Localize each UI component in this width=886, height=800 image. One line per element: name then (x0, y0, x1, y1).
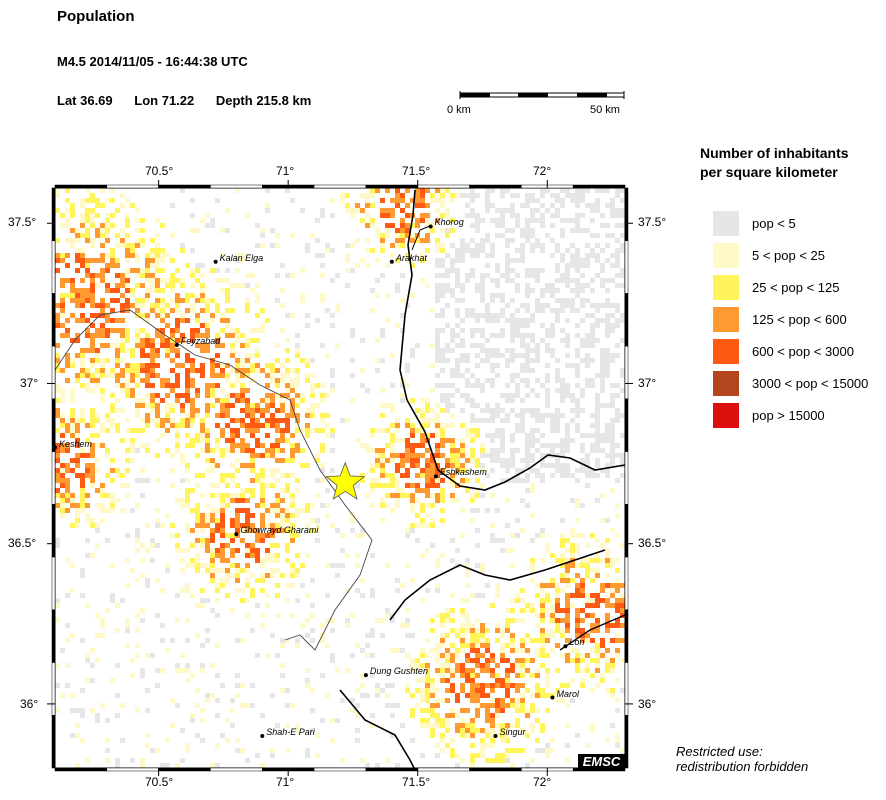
lat-tick-right-37-5: 37.5° (638, 215, 667, 229)
city-markers (53, 224, 568, 738)
location-info: Lat 36.69 Lon 71.22 Depth 215.8 km (57, 93, 329, 108)
legend-swatch (713, 275, 739, 300)
lon-tick-top-72: 72° (533, 164, 552, 178)
map-frame-ticks (47, 180, 633, 776)
city-label: Lon (569, 637, 585, 648)
city-marker-icon (428, 224, 433, 229)
legend-title: Number of inhabitants per square kilomet… (700, 144, 880, 182)
scale-bar: 0 km 50 km (440, 88, 640, 128)
legend-label: pop > 15000 (752, 408, 825, 423)
legend-swatch (713, 307, 739, 332)
city-label: Singur (499, 726, 526, 737)
map-title: Population (57, 8, 135, 25)
legend-title-line2: per square kilometer (700, 164, 838, 180)
usage-notice-line1: Restricted use: (676, 744, 763, 759)
event-info: M4.5 2014/11/05 - 16:44:38 UTC (57, 54, 248, 69)
city-marker-icon (493, 733, 498, 738)
legend-label: 25 < pop < 125 (752, 280, 840, 295)
scale-start-label: 0 km (447, 104, 471, 116)
legend-label: pop < 5 (752, 216, 796, 231)
legend-label: 3000 < pop < 15000 (752, 376, 869, 391)
legend-label: 125 < pop < 600 (752, 312, 847, 327)
lat-tick-right-36: 36° (638, 697, 657, 711)
city-label: Marol (556, 688, 579, 699)
emsc-logo: EMSC (578, 754, 625, 770)
lon-tick-bottom-72: 72° (533, 775, 552, 789)
legend-swatch (713, 339, 739, 364)
latitude-value: Lat 36.69 (57, 93, 113, 108)
longitude-value: Lon 71.22 (134, 93, 195, 108)
lon-tick-bottom-71: 71° (276, 775, 295, 789)
usage-notice-line2: redistribution forbidden (676, 759, 809, 774)
city-marker-icon (174, 343, 179, 348)
lon-tick-bottom-70-5: 70.5° (145, 775, 174, 789)
legend-label: 5 < pop < 25 (752, 248, 826, 263)
usage-notice: Restricted use: redistribution forbidden (676, 744, 808, 774)
lat-tick-right-37: 37° (638, 376, 657, 390)
legend-label: 600 < pop < 3000 (752, 344, 854, 359)
lat-tick-left-37: 37° (20, 376, 39, 390)
legend-swatch (713, 371, 739, 396)
legend-swatch (713, 243, 739, 268)
city-marker-icon (389, 259, 394, 264)
lat-tick-right-36-5: 36.5° (638, 536, 667, 550)
legend-swatch (713, 211, 739, 236)
lon-tick-bottom-71-5: 71.5° (402, 775, 431, 789)
city-label: Ghowrayd Gharami (240, 525, 319, 536)
scale-bar-graphic (459, 91, 625, 99)
city-label: Shah-E Pari (266, 726, 315, 737)
lat-tick-left-36: 36° (20, 697, 39, 711)
scale-end-label: 50 km (590, 104, 620, 116)
city-marker-icon (53, 445, 57, 450)
borders-and-rivers (55, 189, 625, 768)
city-label: Feyzabad (180, 336, 221, 347)
city-marker-icon (433, 474, 438, 479)
city-marker-icon (550, 695, 555, 700)
lon-tick-top-71-5: 71.5° (402, 164, 431, 178)
city-label: Keshem (59, 438, 93, 449)
lon-tick-top-71: 71° (276, 164, 295, 178)
epicenter-star-icon[interactable] (325, 461, 366, 500)
legend-swatch (713, 403, 739, 428)
city-marker-icon (234, 532, 239, 537)
depth-value: Depth 215.8 km (215, 93, 312, 108)
lat-tick-left-37-5: 37.5° (8, 215, 37, 229)
lat-tick-left-36-5: 36.5° (8, 536, 37, 550)
city-marker-icon (363, 673, 368, 678)
city-label: Kalan Elga (219, 252, 264, 263)
city-marker-icon (260, 733, 265, 738)
city-marker-icon (213, 259, 218, 264)
city-label: Arakhat (395, 252, 427, 263)
city-marker-icon (563, 644, 568, 649)
lon-tick-top-70-5: 70.5° (145, 164, 174, 178)
city-label: Khorog (434, 217, 464, 228)
city-label: Dung Gushten (369, 666, 428, 677)
legend-title-line1: Number of inhabitants (700, 145, 849, 161)
city-label: Eshkashem (439, 467, 487, 478)
